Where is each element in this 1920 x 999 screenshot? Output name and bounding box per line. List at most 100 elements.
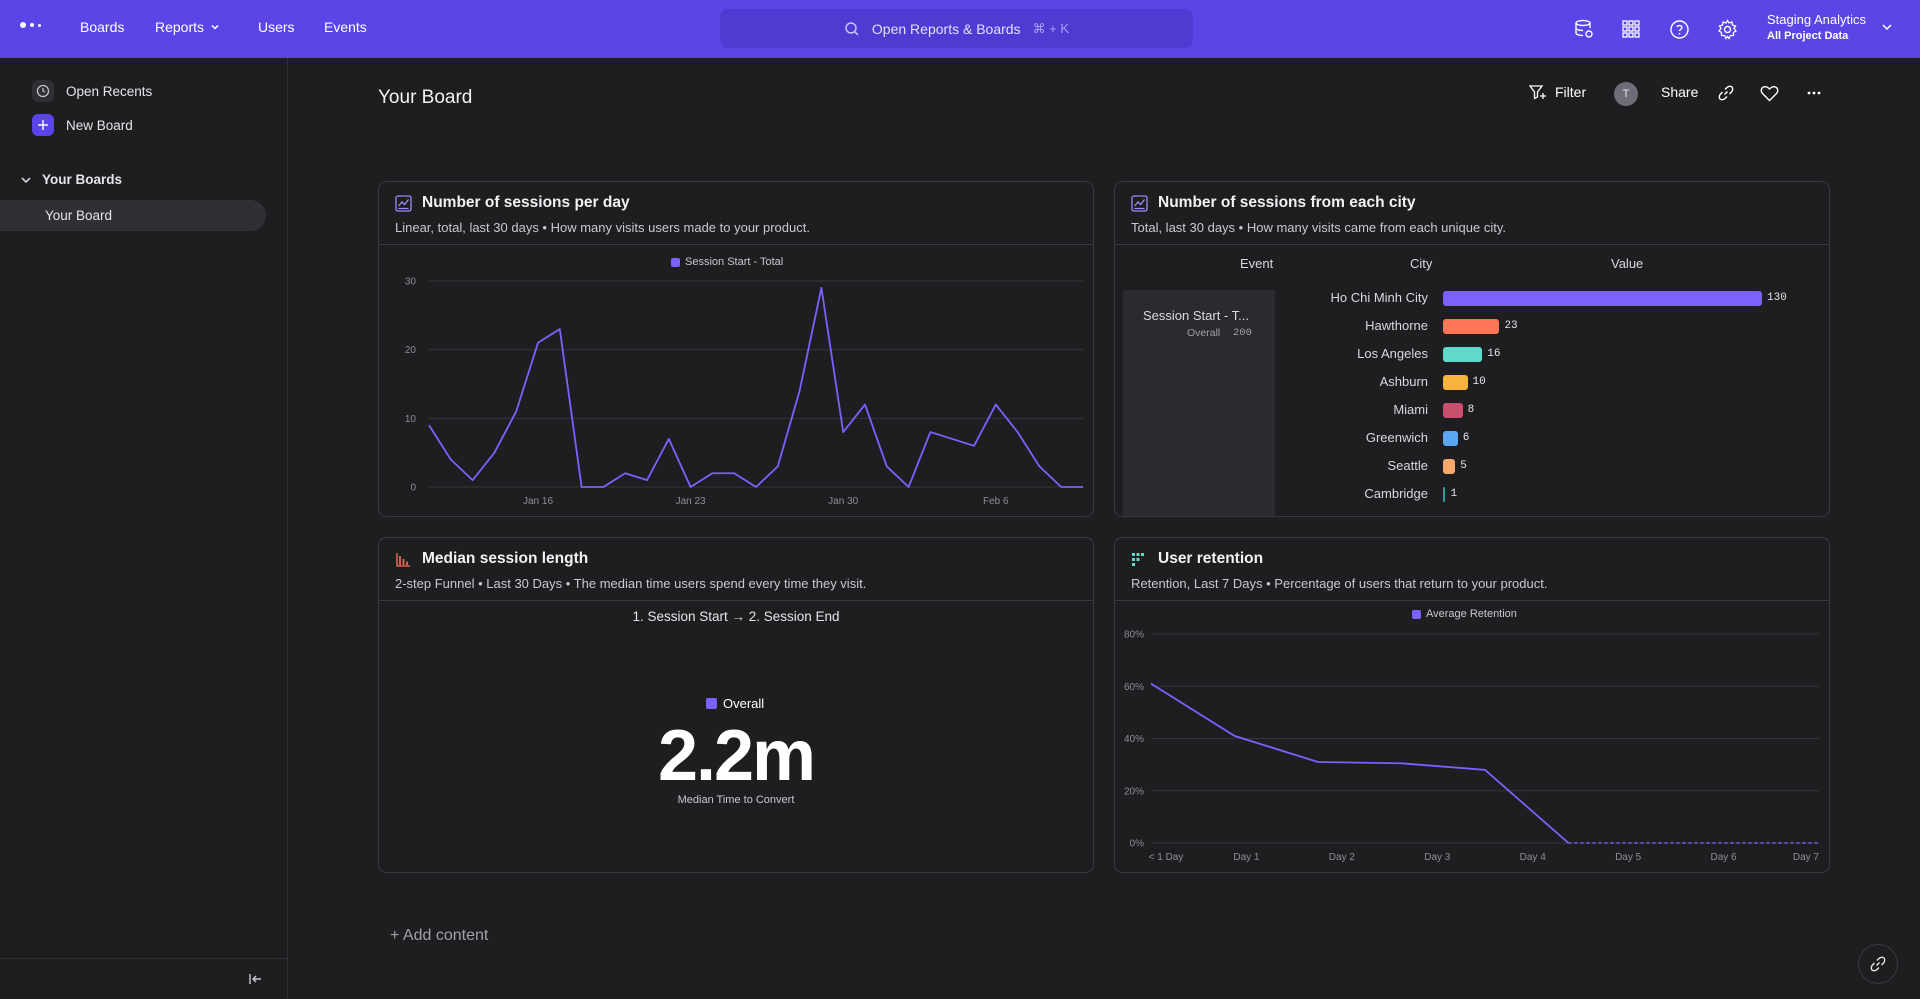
new-board-button[interactable]: New Board (32, 114, 133, 136)
nav-reports[interactable]: Reports (155, 19, 220, 35)
project-scope: All Project Data (1767, 30, 1849, 42)
user-retention-card[interactable]: User retention Retention, Last 7 Days • … (1114, 537, 1830, 873)
column-header-event[interactable]: Event (1240, 256, 1274, 271)
city-value-label: 5 (1460, 460, 1467, 472)
y-tick-label: 60% (1124, 682, 1144, 693)
retention-line-chart: 0% 20% 40% 60% 80% < 1 Day Day 1 Day 2 Day 3 Day … (1124, 630, 1819, 864)
funnel-icon (396, 552, 410, 567)
sidebar-item-your-board[interactable]: Your Board (0, 200, 266, 231)
project-switcher[interactable]: Staging Analytics All Project Data (1767, 12, 1866, 42)
card-title[interactable]: Number of sessions from each city (1131, 194, 1829, 212)
add-content-button[interactable]: + Add content (390, 927, 489, 944)
column-header-city[interactable]: City (1410, 256, 1433, 271)
open-recents-label: Open Recents (66, 83, 153, 99)
card-subtitle: Linear, total, last 30 days • How many v… (395, 220, 810, 235)
card-title-label: Number of sessions per day (422, 194, 630, 211)
nav-events-label: Events (324, 19, 367, 35)
legend-label: Average Retention (1426, 608, 1517, 620)
project-name: Staging Analytics (1767, 12, 1867, 27)
y-tick-label: 40% (1124, 734, 1144, 745)
city-bar[interactable] (1443, 375, 1468, 390)
search-icon (845, 21, 859, 35)
card-title[interactable]: Number of sessions per day (395, 194, 1093, 212)
sessions-per-day-card[interactable]: Number of sessions per day Linear, total… (378, 181, 1094, 517)
your-boards-section-toggle[interactable]: Your Boards (20, 172, 122, 187)
y-tick-label: 20 (405, 345, 417, 356)
nav-boards[interactable]: Boards (80, 19, 124, 35)
series-line (1150, 682, 1570, 844)
settings-gear-icon[interactable] (1714, 16, 1740, 42)
card-title[interactable]: User retention (1131, 550, 1829, 568)
overall-legend[interactable]: Overall (706, 696, 764, 711)
collapse-sidebar-icon[interactable] (248, 971, 264, 987)
event-cell[interactable]: Session Start - T... Overall 200 (1123, 290, 1275, 516)
chart-legend[interactable]: Average Retention (1412, 608, 1517, 620)
help-icon[interactable] (1666, 16, 1692, 42)
event-name: Session Start - T... (1143, 308, 1249, 323)
city-label: Cambridge (1364, 486, 1428, 501)
card-subtitle: Retention, Last 7 Days • Percentage of u… (1131, 576, 1548, 591)
link-icon (1870, 956, 1886, 972)
favorite-heart-icon[interactable] (1760, 85, 1779, 102)
mixpanel-logo[interactable] (20, 22, 41, 28)
search-label: Open Reports & Boards (871, 20, 1021, 37)
filter-button[interactable]: Filter (1529, 84, 1586, 100)
card-header: Number of sessions per day Linear, total… (379, 182, 1093, 245)
legend-swatch (1412, 609, 1421, 619)
x-tick-label: Day 2 (1329, 852, 1356, 863)
your-boards-label: Your Boards (42, 172, 123, 187)
city-value-label: 23 (1504, 320, 1518, 332)
city-label: Los Angeles (1357, 346, 1428, 361)
city-value-label: 10 (1472, 376, 1486, 388)
legend-label: Overall (723, 696, 765, 711)
nav-events[interactable]: Events (324, 19, 367, 35)
median-session-length-card[interactable]: Median session length 2-step Funnel • La… (378, 537, 1094, 873)
city-bar[interactable] (1443, 319, 1500, 334)
city-bar[interactable] (1443, 347, 1483, 362)
y-tick-label: 80% (1124, 630, 1144, 641)
city-label: Hawthorne (1365, 318, 1428, 333)
card-title-label: Number of sessions from each city (1158, 194, 1416, 211)
city-label: Seattle (1387, 458, 1428, 473)
chart-legend[interactable]: Session Start - Total (671, 256, 783, 268)
sidebar-item-label: Your Board (45, 208, 113, 223)
city-value-label: 16 (1487, 348, 1501, 360)
y-tick-label: 0 (410, 483, 416, 494)
data-management-icon[interactable] (1571, 16, 1597, 42)
card-title-label: Median session length (422, 550, 589, 567)
y-tick-label: 30 (405, 277, 417, 288)
nav-users-label: Users (258, 19, 295, 35)
card-title-label: User retention (1158, 550, 1264, 567)
share-link-fab[interactable] (1858, 944, 1898, 984)
card-title[interactable]: Median session length (395, 550, 1093, 568)
legend-swatch (706, 698, 717, 709)
chevron-down-icon (21, 176, 31, 183)
y-tick-label: 20% (1124, 786, 1144, 797)
apps-grid-icon[interactable] (1618, 16, 1644, 42)
chevron-down-icon (211, 24, 219, 30)
search-input[interactable]: Open Reports & Boards ⌘ + K (720, 9, 1193, 48)
column-header-value[interactable]: Value (1611, 256, 1644, 271)
chevron-down-icon[interactable] (1880, 20, 1894, 34)
nav-users[interactable]: Users (258, 19, 295, 35)
sessions-line-chart: 0 10 20 30 Jan 16 Jan 23 Jan 30 Feb 6 (405, 277, 1083, 507)
copy-link-icon[interactable] (1718, 85, 1734, 101)
city-value-label: 6 (1462, 432, 1470, 444)
city-label: Greenwich (1365, 430, 1428, 445)
city-label: Ashburn (1379, 374, 1428, 389)
city-bar[interactable] (1443, 403, 1463, 418)
city-bar[interactable] (1443, 291, 1762, 306)
avatar[interactable]: T (1614, 82, 1638, 106)
share-button[interactable]: Share (1661, 84, 1698, 100)
more-options-icon[interactable] (1806, 85, 1822, 101)
city-value-label: 8 (1467, 404, 1475, 416)
filter-icon (1529, 85, 1546, 100)
open-recents-button[interactable]: Open Recents (32, 80, 152, 102)
city-bar[interactable] (1443, 431, 1458, 446)
city-bar[interactable] (1443, 487, 1446, 502)
city-bar[interactable] (1443, 459, 1456, 474)
x-tick-label: Day 1 (1233, 852, 1260, 863)
share-label: Share (1661, 84, 1699, 100)
recents-clock-icon (32, 80, 54, 102)
search-shortcut: ⌘ + K (1032, 20, 1070, 36)
